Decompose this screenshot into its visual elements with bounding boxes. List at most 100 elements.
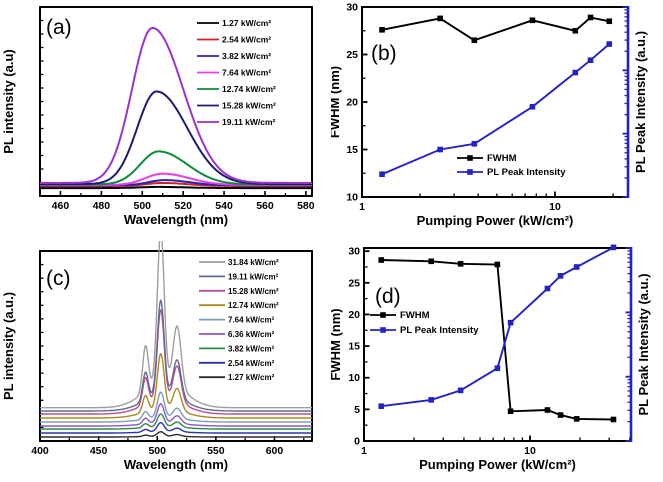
spectrum-6.36 kW/cm² [40, 403, 312, 427]
x-tick-label: 460 [52, 200, 70, 212]
legend-item-label: 1.27 kW/cm² [228, 373, 275, 382]
spectrum-19.11 kW/cm² [39, 27, 313, 184]
y-axis-left-label: FWHM (nm) [331, 308, 343, 380]
data-point-marker [378, 403, 385, 409]
y-axis-label: PL intensity (a.u.) [1, 292, 16, 400]
y-tick-label: 25 [348, 277, 360, 289]
x-tick-label: 10 [549, 201, 561, 213]
data-point-marker [437, 15, 443, 22]
spectrum-31.84 kW/cm² [40, 241, 312, 409]
legend-item-label: 2.54 kW/cm² [222, 35, 271, 45]
legend-item-label: 2.54 kW/cm² [228, 359, 275, 368]
x-tick-label: 1 [361, 445, 367, 457]
legend-item-label: 6.36 kW/cm² [228, 330, 275, 339]
x-tick-label: 500 [148, 445, 166, 457]
legend-item-label: 7.64 kW/cm² [228, 316, 275, 325]
legend-item-label: 3.82 kW/cm² [228, 344, 275, 353]
spectrum-12.74 kW/cm² [40, 352, 312, 419]
spectrum-1.27 kW/cm² [39, 185, 313, 190]
data-point-marker [572, 27, 579, 34]
data-point-marker [437, 146, 443, 153]
data-point-marker [610, 244, 617, 251]
panel-label: (b) [371, 42, 397, 65]
data-point-marker [457, 261, 464, 267]
y-tick-label: 10 [346, 192, 358, 204]
x-tick-label: 540 [215, 200, 233, 212]
panel-label: (d) [375, 285, 401, 308]
panel-label: (a) [46, 16, 72, 39]
x-axis-label: Wavelength (nm) [124, 212, 228, 227]
data-point-marker [573, 416, 580, 422]
spectrum-7.64 kW/cm² [40, 391, 312, 423]
data-point-marker [557, 412, 564, 418]
data-point-marker [471, 37, 478, 44]
spectrum-3.82 kW/cm² [40, 413, 312, 430]
spectrum-1.27 kW/cm² [40, 430, 312, 438]
data-point-marker [494, 365, 501, 372]
y-tick-label: 15 [348, 341, 360, 353]
data-point-marker [610, 416, 617, 423]
data-point-marker [379, 27, 385, 33]
legend-item-label: 15.28 kW/cm² [228, 287, 279, 296]
data-point-marker [471, 141, 478, 147]
legend-item-label: 19.11 kW/cm² [222, 117, 276, 127]
x-tick-label: 550 [207, 445, 225, 457]
spectrum-12.74 kW/cm² [39, 150, 313, 186]
data-point-marker [544, 407, 551, 413]
data-point-marker [457, 387, 464, 394]
data-point-marker [606, 18, 613, 25]
legend-item-label: PL Peak Intensity [487, 167, 566, 178]
y-tick-label: 10 [348, 372, 360, 384]
axes-frame [363, 247, 632, 442]
data-point-marker [544, 285, 551, 292]
data-point-marker [428, 258, 435, 265]
legend-marker [380, 327, 386, 333]
y-tick-label: 5 [354, 404, 360, 416]
data-point-marker [379, 171, 385, 177]
data-point-marker [587, 57, 594, 63]
legend-marker [467, 169, 473, 175]
x-tick-label: 560 [256, 200, 274, 212]
x-tick-label: 1 [359, 201, 365, 213]
spectrum-15.28 kW/cm² [39, 90, 313, 186]
x-axis-label: Pumping Power (kW/cm²) [417, 213, 574, 228]
panel-label: (c) [46, 267, 71, 290]
y-tick-label: 20 [346, 97, 358, 109]
y-tick-label: 25 [346, 49, 358, 61]
data-point-marker [529, 103, 536, 110]
y-axis-right-label: PL Peak Intensity (a.u.) [633, 31, 648, 173]
x-axis-label: Wavelength (nm) [124, 457, 228, 472]
panel-d-fwhm-intensity-chart: 1 10 0 5 10 15 20 25 30 FWHM PL Peak Intensity Pump… [331, 244, 651, 472]
legend-item-label: 31.84 kW/cm² [228, 258, 279, 267]
data-point-marker [557, 273, 564, 279]
x-tick-label: 480 [93, 200, 111, 212]
data-point-marker [529, 17, 536, 24]
y-tick-label: 30 [346, 2, 358, 14]
legend-marker [467, 155, 473, 161]
series-line-FWHM [381, 259, 614, 421]
data-point-marker [428, 397, 435, 403]
data-point-marker [494, 261, 501, 268]
data-point-marker [587, 14, 594, 21]
legend-item-label: FWHM [487, 153, 517, 164]
legend-item-label: 7.64 kW/cm² [222, 68, 271, 78]
data-point-marker [572, 69, 579, 76]
legend-item-label: 12.74 kW/cm² [222, 84, 276, 94]
panel-a-pl-spectra-chart: 460 480 500 520 540 560 580 1.27 kW/cm² 2.54 kW/… [1, 6, 315, 227]
data-point-marker [573, 264, 580, 270]
spectrum-2.54 kW/cm² [40, 421, 312, 434]
legend-item-label: 15.28 kW/cm² [222, 101, 276, 111]
legend-marker [380, 312, 386, 318]
x-tick-label: 400 [31, 445, 49, 457]
legend-item-label: 19.11 kW/cm² [228, 272, 279, 281]
y-tick-label: 30 [348, 246, 360, 258]
legend-item-label: PL Peak Intensity [400, 325, 479, 336]
x-tick-label: 600 [266, 445, 284, 457]
y-axis-label: PL intensity (a.u) [1, 49, 16, 154]
legend-item-label: 12.74 kW/cm² [228, 301, 279, 310]
x-tick-label: 450 [90, 445, 108, 457]
y-tick-label: 15 [346, 144, 358, 156]
y-tick-label: 0 [354, 436, 360, 448]
